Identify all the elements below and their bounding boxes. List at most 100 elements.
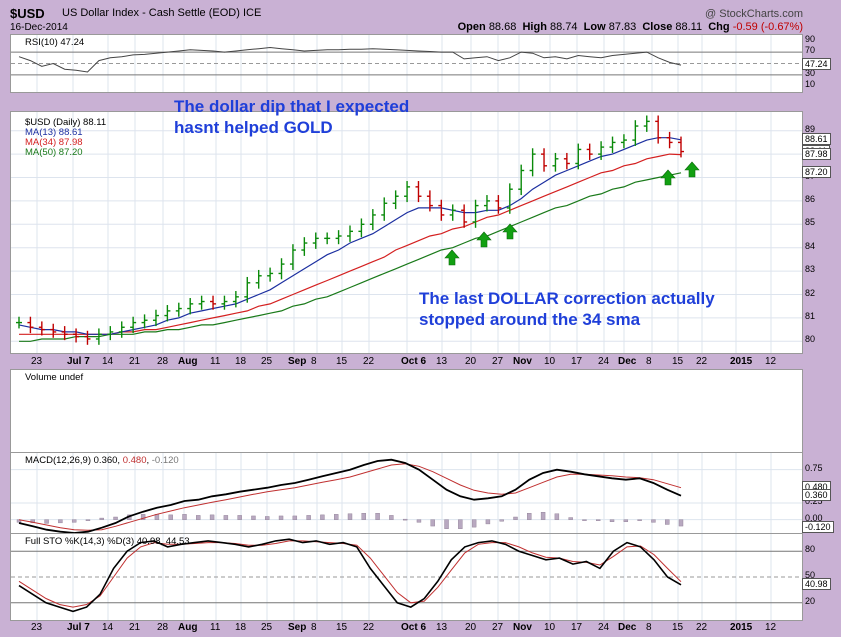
x-tick-label: 17 [571, 622, 583, 633]
x-tick-label: Nov [513, 622, 532, 633]
symbol: $USD [10, 6, 45, 21]
macd-histogram-bar [237, 515, 242, 520]
x-tick-label: 27 [492, 356, 504, 367]
macd-histogram-bar [30, 519, 35, 524]
macd-histogram-bar [540, 512, 546, 520]
x-tick-label: 22 [363, 356, 375, 367]
sto-axis: 80 50 20 40.98 [801, 533, 841, 619]
legend-ma13: MA(13) 88.61 [25, 127, 83, 138]
x-tick-label: Aug [178, 356, 198, 367]
legend-price: $USD (Daily) 88.11 [25, 117, 107, 128]
x-tick-label: 22 [363, 622, 375, 633]
rsi-axis: 907050301047.24 [801, 34, 841, 91]
x-tick-label: 11 [210, 622, 221, 633]
volume-legend: Volume undef [25, 372, 84, 383]
macd-histogram-bar [499, 519, 504, 522]
axis-tick-label: 80 [805, 334, 816, 345]
macd-histogram-bar [485, 519, 491, 525]
legend-ma34: MA(34) 87.98 [25, 137, 83, 148]
macd-histogram-bar [58, 519, 63, 524]
axis-value-tag: 87.20 [802, 165, 831, 178]
sto-panel: Full STO %K(14,3) %D(3) 40.98, 44.53 [10, 533, 803, 621]
macd-histogram-bar [251, 515, 256, 520]
macd-histogram-bar [334, 514, 339, 520]
macd-histogram-bar [527, 513, 532, 520]
macd-legend: MACD(12,26,9) 0.360, 0.480, -0.120 [25, 455, 179, 466]
macd-histogram-bar [292, 515, 298, 520]
arrow-up-icon [502, 223, 518, 240]
x-tick-label: 21 [129, 622, 141, 633]
x-tick-label: Sep [288, 356, 307, 367]
ma50-line [19, 172, 682, 342]
x-tick-label: 13 [436, 356, 448, 367]
x-tick-label: 25 [261, 356, 273, 367]
macd-histogram-bar [389, 515, 394, 520]
rsi-legend: RSI(10) 47.24 [25, 37, 85, 48]
x-tick-label: 8 [311, 356, 317, 367]
macd-histogram-bar [99, 517, 104, 520]
macd-histogram-bar [182, 514, 187, 520]
x-tick-label: Jul 7 [67, 622, 90, 633]
axis-tick-label: 83 [805, 264, 816, 275]
macd-histogram-bar [196, 515, 201, 520]
macd-histogram-bar [85, 519, 91, 521]
sto-k-line [18, 538, 682, 613]
macd-histogram-bar [623, 519, 629, 522]
axis-value-tag: 0.360 [802, 488, 831, 501]
x-tick-label: 13 [436, 622, 448, 633]
arrow-up-icon [684, 161, 700, 178]
macd-histogram-bar [416, 519, 422, 523]
macd-histogram-bar [444, 519, 449, 529]
x-tick-label: 10 [544, 356, 556, 367]
axis-tick-label: 82 [805, 287, 816, 298]
annotation-dollar-dip: The dollar dip that I expected hasnt hel… [174, 97, 410, 137]
instrument-name: US Dollar Index - Cash Settle (EOD) ICE [62, 7, 262, 19]
x-tick-label: 14 [102, 356, 114, 367]
macd-histogram-bar [71, 519, 77, 523]
price-plot [11, 112, 802, 353]
x-tick-label: 22 [696, 356, 708, 367]
x-tick-label: Sep [288, 622, 307, 633]
macd-histogram-bar [16, 519, 22, 523]
price-legend: $USD (Daily) 88.11 MA(13) 88.61 MA(34) 8… [25, 118, 106, 158]
macd-histogram-bar [430, 519, 435, 527]
x-axis-top: 23 Jul 7 14 21 28 Aug 11 18 25 Sep 8 15 22 Oct 6 13 20 2… [10, 353, 801, 371]
volume-panel: Volume undef [10, 369, 803, 453]
x-tick-label: 20 [465, 622, 477, 633]
x-tick-label: Dec [618, 356, 637, 367]
legend-ma50: MA(50) 87.20 [25, 147, 83, 158]
macd-histogram-bar [582, 519, 587, 521]
macd-histogram-bar [168, 514, 173, 520]
macd-histogram-bar [678, 519, 684, 527]
axis-tick-label: 0.25 [805, 496, 823, 506]
x-tick-label: 17 [571, 356, 583, 367]
x-tick-label: 24 [598, 356, 610, 367]
macd-histogram-bar [637, 519, 642, 521]
x-tick-label: 27 [492, 622, 504, 633]
axis-tick-label: 84 [805, 240, 816, 251]
macd-histogram-bar [609, 519, 615, 522]
macd-histogram-bar [375, 513, 380, 520]
axis-value-tag: 40.98 [802, 577, 831, 590]
x-tick-label: 2015 [730, 356, 753, 367]
x-tick-label: 10 [544, 622, 556, 633]
ma34-line [19, 153, 682, 335]
macd-histogram-bar [265, 516, 270, 520]
x-tick-label: 12 [765, 622, 777, 633]
x-tick-label: 11 [210, 356, 221, 367]
macd-histogram-bar [665, 519, 670, 525]
x-tick-label: 8 [646, 356, 652, 367]
axis-tick-label: 89 [805, 123, 816, 134]
arrow-up-icon [444, 249, 460, 266]
macd-histogram-bar [471, 519, 477, 528]
macd-histogram-bar [596, 519, 601, 521]
x-tick-label: 24 [598, 622, 610, 633]
x-tick-label: 15 [336, 356, 348, 367]
macd-histogram-bar [320, 514, 325, 520]
axis-tick-label: 90 [805, 33, 816, 44]
axis-tick-label: 70 [805, 45, 816, 56]
x-tick-label: 14 [102, 622, 114, 633]
x-tick-label: Aug [178, 622, 198, 633]
rsi-line [18, 46, 682, 73]
ma13-line [18, 137, 682, 335]
